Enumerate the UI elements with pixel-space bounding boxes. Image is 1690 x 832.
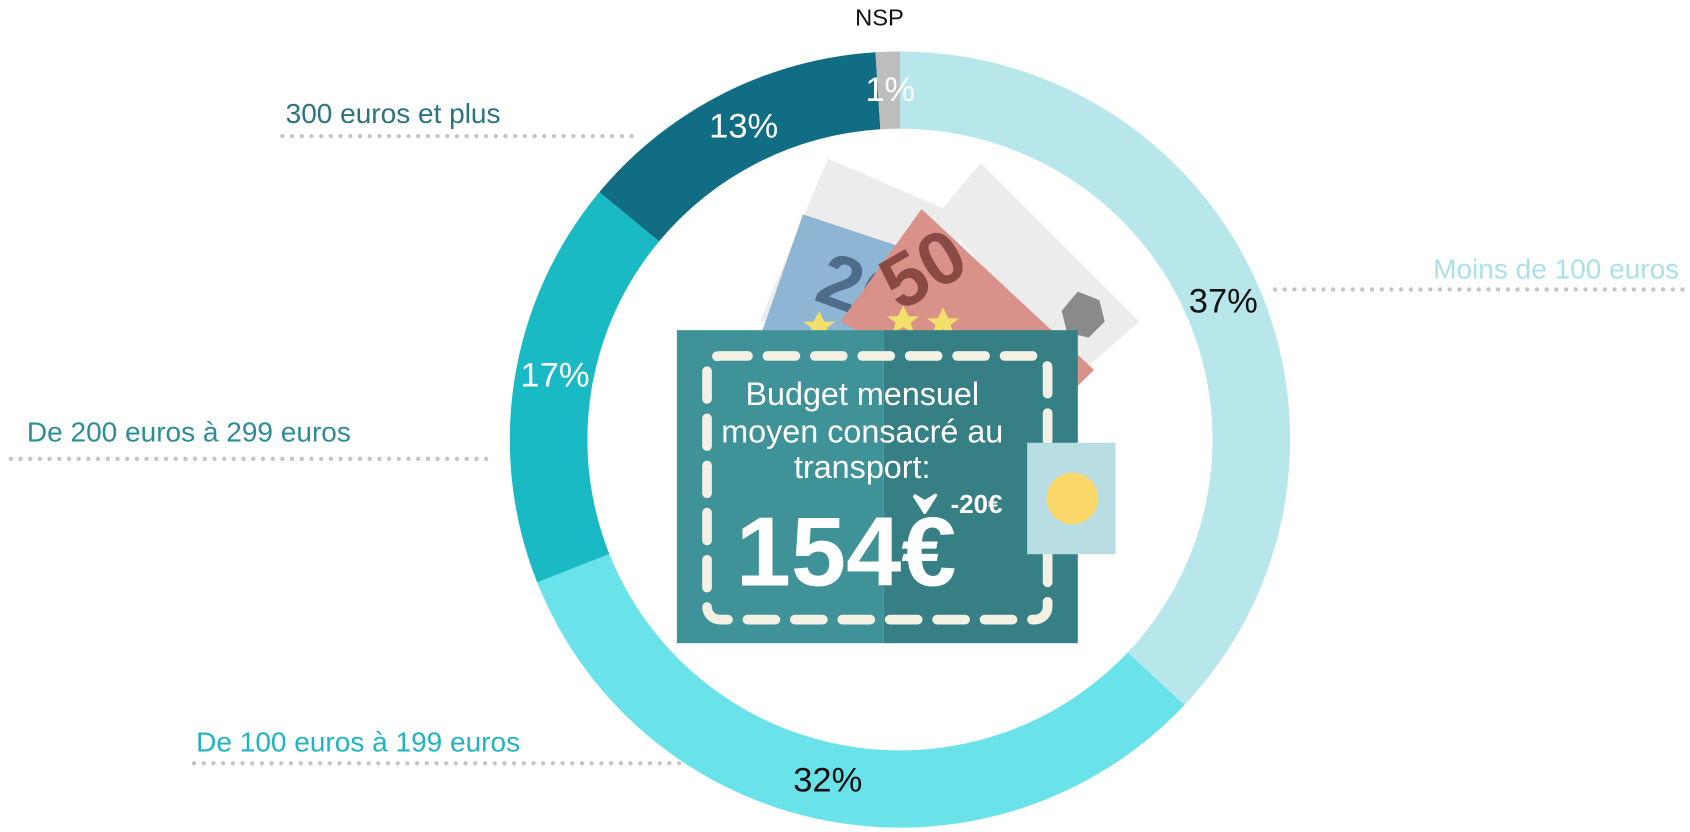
center-title-line: transport: — [794, 449, 931, 485]
category-label: 300 euros et plus — [286, 98, 501, 129]
category-label: Moins de 100 euros — [1433, 254, 1679, 285]
center-change: -20€ — [951, 491, 1003, 519]
category-label: NSP — [855, 6, 904, 32]
center-value: 154€ — [736, 496, 957, 607]
chart: 20 50 Budget mensuel moyen consacré au t… — [0, 0, 1690, 832]
category-label: De 100 euros à 199 euros — [196, 726, 520, 757]
value-label: 13% — [709, 108, 778, 146]
center-title-line: Budget mensuel — [745, 376, 979, 412]
value-label: 1% — [865, 71, 915, 109]
center-title-line: moyen consacré au — [721, 414, 1003, 450]
value-label: 37% — [1189, 283, 1258, 321]
chart-body: 20 50 Budget mensuel moyen consacré au t… — [11, 6, 1684, 828]
value-label: 32% — [793, 762, 862, 800]
value-label: 17% — [521, 356, 590, 394]
category-label: De 200 euros à 299 euros — [27, 417, 351, 448]
